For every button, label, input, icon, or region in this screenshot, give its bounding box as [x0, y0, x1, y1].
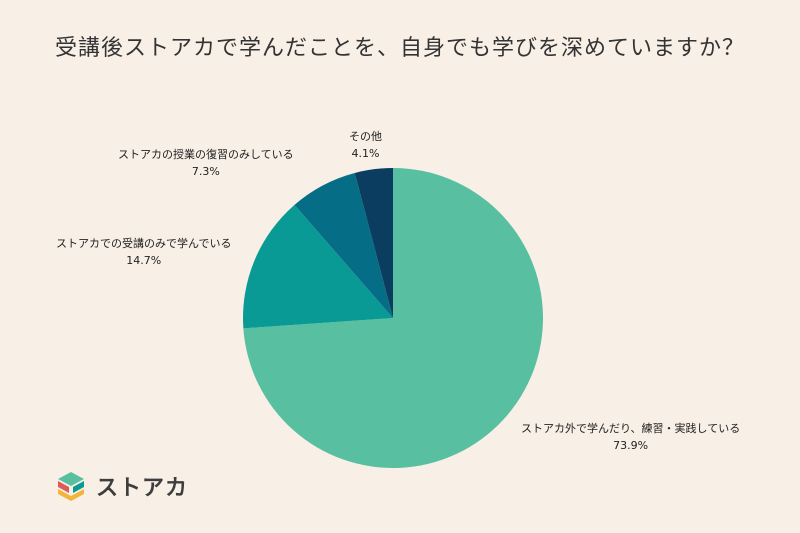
brand-logo: ストアカ — [52, 469, 188, 503]
slice-label-practice-text: ストアカ外で学んだり、練習・実践している — [521, 422, 741, 435]
slice-label-other-pct: 4.1% — [351, 147, 380, 160]
slice-label-other: その他 4.1% — [349, 128, 382, 162]
chart-title: 受講後ストアカで学んだことを、自身でも学びを深めていますか？ — [54, 36, 745, 61]
pie-slice-practice — [243, 168, 543, 468]
slice-label-only-class-pct: 14.7% — [126, 254, 162, 267]
logo-icon — [58, 472, 84, 501]
slice-label-review-text: ストアカの授業の復習のみしている — [118, 148, 294, 161]
slice-label-only-class-text: ストアカでの受講のみで学んでいる — [56, 237, 232, 250]
slice-label-practice-pct: 73.9% — [613, 439, 649, 452]
pie-slice-review — [294, 172, 393, 318]
slice-label-review: ストアカの授業の復習のみしている 7.3% — [118, 146, 294, 180]
slice-label-review-pct: 7.3% — [191, 165, 220, 178]
logo-text: ストアカ — [96, 476, 189, 501]
slice-label-only-class: ストアカでの受講のみで学んでいる 14.7% — [56, 235, 231, 269]
pie-slice-only-class — [243, 204, 393, 329]
pie-slice-other — [354, 168, 393, 318]
slice-label-practice: ストアカ外で学んだり、練習・実践している 73.9% — [521, 420, 740, 454]
slice-label-other-text: その他 — [349, 130, 382, 143]
